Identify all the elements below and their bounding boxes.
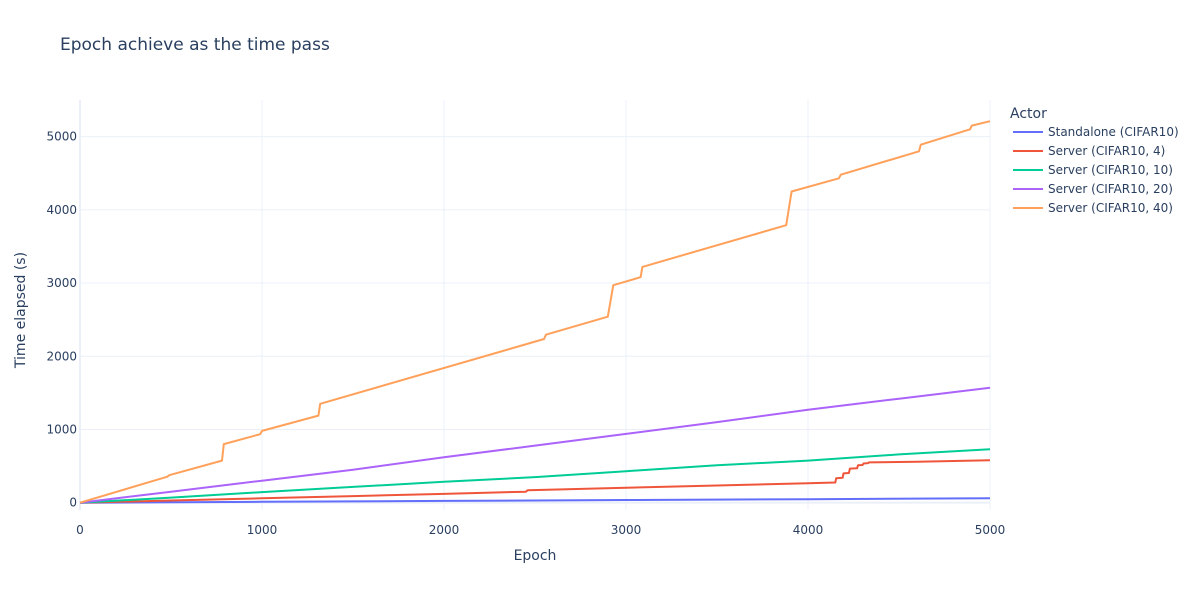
x-tick-label: 2000 <box>429 523 460 537</box>
legend-label: Standalone (CIFAR10) <box>1048 125 1179 139</box>
x-axis-ticks: 0 1000 2000 3000 4000 5000 <box>76 523 1005 537</box>
series-line-0 <box>79 497 991 504</box>
legend-item-4[interactable]: Server (CIFAR10, 40) <box>1013 201 1173 215</box>
gridlines <box>79 100 991 510</box>
series-line-2 <box>79 448 991 504</box>
y-tick-label: 3000 <box>46 276 77 290</box>
legend[interactable]: Actor Standalone (CIFAR10) Server (CIFAR1… <box>1010 106 1179 215</box>
legend-label: Server (CIFAR10, 40) <box>1048 201 1173 215</box>
legend-item-3[interactable]: Server (CIFAR10, 20) <box>1013 182 1173 196</box>
y-axis-title: Time elapsed (s) <box>13 252 29 369</box>
chart-title: Epoch achieve as the time pass <box>60 35 330 55</box>
x-tick-label: 4000 <box>793 523 824 537</box>
legend-item-0[interactable]: Standalone (CIFAR10) <box>1013 125 1179 139</box>
series-line-4 <box>79 120 991 504</box>
legend-item-1[interactable]: Server (CIFAR10, 4) <box>1013 144 1165 158</box>
y-axis-ticks: 0 1000 2000 3000 4000 5000 <box>46 130 77 510</box>
y-tick-label: 0 <box>69 496 77 510</box>
series-line-3 <box>79 386 991 504</box>
x-tick-label: 1000 <box>247 523 278 537</box>
y-tick-label: 2000 <box>46 349 77 363</box>
legend-label: Server (CIFAR10, 10) <box>1048 163 1173 177</box>
y-tick-label: 4000 <box>46 203 77 217</box>
y-tick-label: 1000 <box>46 422 77 436</box>
legend-label: Server (CIFAR10, 20) <box>1048 182 1173 196</box>
x-tick-label: 3000 <box>611 523 642 537</box>
legend-title: Actor <box>1010 106 1047 122</box>
y-tick-label: 5000 <box>46 130 77 144</box>
legend-items[interactable]: Standalone (CIFAR10) Server (CIFAR10, 4) S… <box>1013 125 1179 215</box>
legend-item-2[interactable]: Server (CIFAR10, 10) <box>1013 163 1173 177</box>
x-tick-label: 0 <box>76 523 84 537</box>
x-tick-label: 5000 <box>975 523 1006 537</box>
x-axis-title: Epoch <box>514 548 557 564</box>
series-line-1 <box>79 459 991 504</box>
series-layer <box>79 120 991 504</box>
legend-label: Server (CIFAR10, 4) <box>1048 144 1165 158</box>
